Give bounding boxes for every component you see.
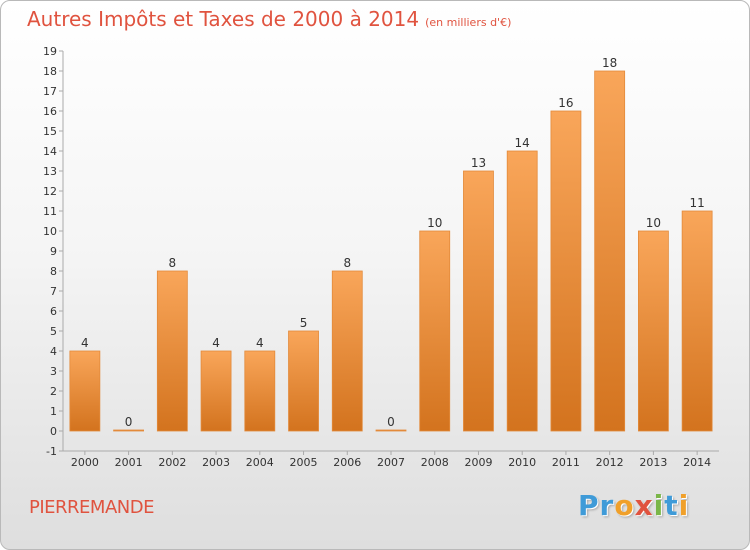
y-tick-label: 9 xyxy=(50,245,57,258)
logo-letter: r xyxy=(599,489,615,522)
bar xyxy=(156,270,188,432)
commune-name: PIERREMANDE xyxy=(29,497,154,518)
data-label: 14 xyxy=(515,136,530,150)
x-tick-label: 2001 xyxy=(115,456,143,469)
bar xyxy=(550,110,582,432)
x-tick-label: 2000 xyxy=(71,456,99,469)
bar xyxy=(200,350,232,432)
bar xyxy=(288,330,319,432)
y-tick-label: 0 xyxy=(50,425,57,438)
y-tick-label: 18 xyxy=(43,65,57,78)
data-label: 13 xyxy=(471,156,486,170)
x-tick-label: 2006 xyxy=(333,456,361,469)
bar xyxy=(69,350,101,432)
x-tick-label: 2007 xyxy=(377,456,405,469)
y-tick-label: 8 xyxy=(50,265,57,278)
chart-title-text: Autres Impôts et Taxes de 2000 à 2014 xyxy=(27,7,420,31)
x-tick-label: 2004 xyxy=(246,456,274,469)
data-label: 11 xyxy=(689,196,704,210)
data-label: 10 xyxy=(427,216,442,230)
y-tick-label: 3 xyxy=(50,365,57,378)
y-tick-label: -1 xyxy=(46,445,57,458)
data-label: 4 xyxy=(256,336,264,350)
logo-letter: x xyxy=(634,489,654,522)
plot-area: -101234567891011121314151617181942000020… xyxy=(43,45,719,469)
bar xyxy=(463,170,494,432)
x-tick-label: 2008 xyxy=(421,456,449,469)
y-tick-label: 2 xyxy=(50,385,57,398)
y-tick-label: 14 xyxy=(43,145,57,158)
chart-unit: (en milliers d'€) xyxy=(425,16,512,29)
logo-letter: o xyxy=(614,489,635,522)
y-tick-label: 1 xyxy=(50,405,57,418)
logo-letter: i xyxy=(678,489,690,522)
bar xyxy=(331,270,363,432)
y-tick-label: 11 xyxy=(43,205,57,218)
data-label: 8 xyxy=(169,256,177,270)
x-tick-label: 2003 xyxy=(202,456,230,469)
y-tick-label: 16 xyxy=(43,105,57,118)
y-tick-label: 5 xyxy=(50,325,57,338)
y-tick-label: 19 xyxy=(43,45,57,58)
x-tick-label: 2014 xyxy=(683,456,711,469)
y-tick-label: 12 xyxy=(43,185,57,198)
bar xyxy=(638,230,669,432)
x-tick-label: 2013 xyxy=(639,456,667,469)
y-tick-label: 15 xyxy=(43,125,57,138)
x-tick-label: 2010 xyxy=(508,456,536,469)
data-label: 18 xyxy=(602,56,617,70)
x-tick-label: 2011 xyxy=(552,456,580,469)
data-label: 5 xyxy=(300,316,308,330)
data-label: 4 xyxy=(212,336,220,350)
bar xyxy=(594,70,626,432)
y-tick-label: 10 xyxy=(43,225,57,238)
bar xyxy=(113,429,144,432)
x-tick-label: 2002 xyxy=(158,456,186,469)
logo-letter: t xyxy=(664,489,679,522)
y-tick-label: 17 xyxy=(43,85,57,98)
data-label: 16 xyxy=(558,96,573,110)
chart-title: Autres Impôts et Taxes de 2000 à 2014 (en… xyxy=(27,7,511,31)
x-tick-label: 2012 xyxy=(596,456,624,469)
proxiti-logo: Proxiti xyxy=(578,489,689,522)
y-tick-label: 7 xyxy=(50,285,57,298)
data-label: 8 xyxy=(343,256,351,270)
y-tick-label: 13 xyxy=(43,165,57,178)
bar xyxy=(244,350,276,432)
y-tick-label: 4 xyxy=(50,345,57,358)
bar xyxy=(419,230,451,432)
bar xyxy=(375,429,407,432)
bar xyxy=(681,210,713,432)
data-label: 0 xyxy=(387,415,395,429)
bar xyxy=(506,150,538,432)
data-label: 4 xyxy=(81,336,89,350)
data-label: 0 xyxy=(125,415,133,429)
logo-letter: i xyxy=(653,489,665,522)
logo-letter: P xyxy=(578,489,600,522)
x-tick-label: 2009 xyxy=(464,456,492,469)
y-tick-label: 6 xyxy=(50,305,57,318)
data-label: 10 xyxy=(646,216,661,230)
x-tick-label: 2005 xyxy=(290,456,318,469)
